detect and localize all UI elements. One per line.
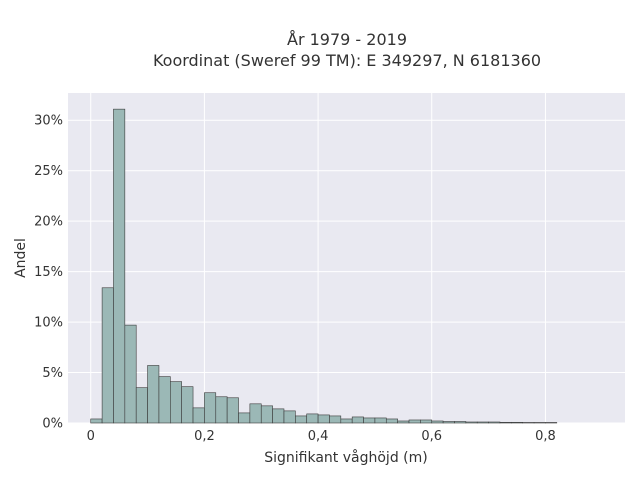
histogram-bar [283,410,296,424]
histogram-bar [238,412,251,424]
histogram-bar [476,421,489,424]
y-tick-label: 30% [34,114,63,129]
histogram-bar [272,408,285,424]
histogram-bar [181,386,194,424]
histogram-bar [170,381,182,424]
histogram-bar [215,396,228,424]
histogram-bar [533,422,546,424]
x-tick-label: 0,6 [421,429,442,444]
histogram-bar [158,376,171,424]
x-tick-label: 0,4 [308,429,329,444]
histogram-bar [295,415,308,424]
histogram-bar [226,397,239,424]
histogram-bar [192,407,205,424]
histogram-bar [385,418,398,424]
histogram-bars [90,108,558,424]
chart-title-line-2: Koordinat (Sweref 99 TM): E 349297, N 61… [153,51,541,70]
plot-area [68,93,625,423]
histogram-bar [317,414,330,424]
grid-lines [68,93,625,424]
histogram-bar [204,392,217,424]
histogram-bar [420,419,433,424]
chart-title-line-1: År 1979 - 2019 [287,30,407,49]
histogram-bar [147,365,160,424]
histogram-bar [340,418,353,424]
histogram-bar [249,403,262,424]
histogram-bar [374,417,387,424]
histogram-bar [499,421,512,424]
y-tick-label: 25% [34,164,63,179]
x-tick-label: 0 [87,429,95,444]
y-axis-label: Andel [13,238,29,278]
histogram-bar [431,420,444,424]
histogram-bar [351,416,364,424]
histogram-bar [408,419,421,424]
histogram-bar [454,421,467,424]
y-axis-ticks: 0% 5% 10% 15% 20% 25% 30% [34,114,63,432]
y-tick-label: 10% [34,316,63,331]
histogram-bar [397,420,410,424]
y-tick-label: 5% [42,366,63,381]
histogram-bar [488,421,501,424]
y-tick-label: 0% [42,417,63,432]
histogram-bar [135,387,148,424]
x-tick-label: 0,2 [194,429,215,444]
histogram-bar [511,421,523,424]
histogram-bar [101,287,114,424]
x-axis-ticks: 0 0,2 0,4 0,6 0,8 [87,429,556,444]
histogram-bar [329,415,342,424]
histogram-bar [90,418,103,424]
histogram-bar [545,422,558,424]
y-tick-label: 15% [34,265,63,280]
histogram-bar [124,324,137,424]
histogram-bar [442,421,455,424]
histogram-bar [306,413,319,424]
histogram-bar [465,421,478,424]
histogram-bar [522,422,535,424]
histogram-bar [260,405,273,424]
y-tick-label: 20% [34,215,63,230]
x-axis-label: Signifikant våghöjd (m) [264,449,427,466]
histogram-bar [113,108,126,424]
histogram-bar [363,417,376,424]
x-tick-label: 0,8 [535,429,556,444]
